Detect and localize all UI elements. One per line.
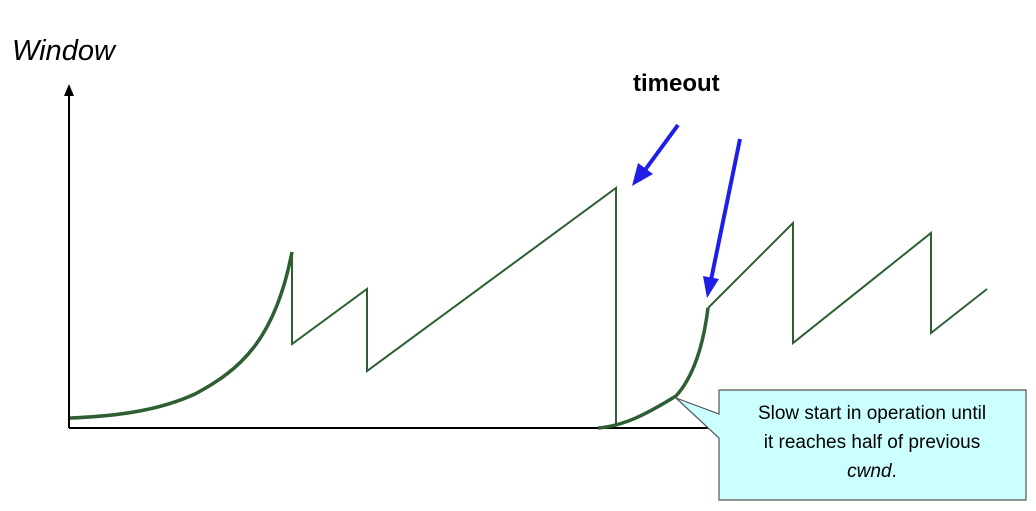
congestion-avoidance-sawtooth-2 <box>707 220 988 346</box>
threshold-arrow-shaft <box>709 138 742 281</box>
timeout-arrow-head-icon <box>632 163 653 186</box>
callout-period: . <box>892 461 897 482</box>
threshold-arrow-head-icon <box>703 276 719 298</box>
slow-start-curve <box>69 251 294 420</box>
timeout-arrow-shaft <box>643 123 680 172</box>
congestion-avoidance-sawtooth <box>291 186 617 426</box>
y-axis-arrowhead <box>64 84 74 96</box>
slow-start-after-timeout-curve <box>597 307 710 430</box>
callout-line-2: it reaches half of previous <box>764 432 981 453</box>
slow-start-callout <box>675 389 1027 501</box>
timeout-label: timeout <box>633 70 720 97</box>
callout-cwnd-term: cwnd <box>847 461 893 482</box>
callout-line-3: cwnd. <box>847 461 897 482</box>
y-axis-label: Window <box>12 35 117 67</box>
callout-line-1: Slow start in operation until <box>758 403 986 424</box>
